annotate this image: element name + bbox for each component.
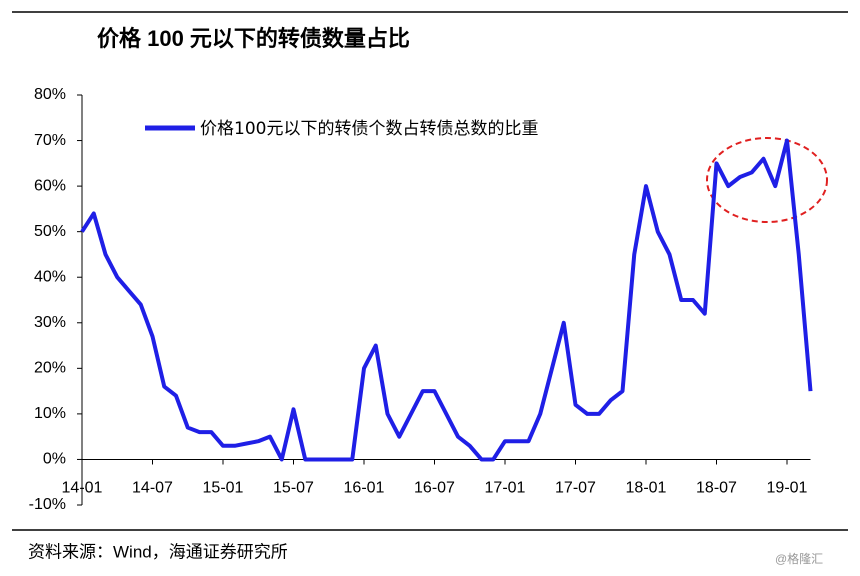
x-tick-label: 15-01 (203, 480, 244, 497)
highlight-ellipse (706, 137, 828, 223)
x-tick-label: 17-07 (555, 480, 596, 497)
chart-title: 价格 100 元以下的转债数量占比 (97, 26, 410, 51)
x-tick-label: 16-07 (414, 480, 455, 497)
y-tick-label: 0% (43, 451, 66, 468)
y-tick-label: 10% (34, 405, 66, 422)
y-tick-label: 50% (34, 223, 66, 240)
y-tick-label: -10% (29, 496, 66, 513)
x-tick-label: 18-01 (626, 480, 667, 497)
x-tick-label: 17-01 (485, 480, 526, 497)
x-tick-label: 14-01 (62, 480, 103, 497)
legend-label: 价格100元以下的转债个数占转债总数的比重 (200, 119, 539, 139)
x-tick-label: 18-07 (696, 480, 737, 497)
x-tick-label: 16-01 (344, 480, 385, 497)
x-tick-label: 15-07 (273, 480, 314, 497)
source: 资料来源：Wind，海通证券研究所 (28, 542, 288, 561)
watermark: @格隆汇 (775, 551, 823, 566)
y-tick-label: 20% (34, 360, 66, 377)
y-tick-label: 70% (34, 132, 66, 149)
y-tick-label: 30% (34, 314, 66, 331)
y-tick-label: 60% (34, 177, 66, 194)
y-tick-label: 40% (34, 268, 66, 285)
x-tick-label: 14-07 (132, 480, 173, 497)
series-line (80, 138, 813, 462)
y-tick-label: 80% (34, 86, 66, 103)
x-tick-label: 19-01 (767, 480, 808, 497)
